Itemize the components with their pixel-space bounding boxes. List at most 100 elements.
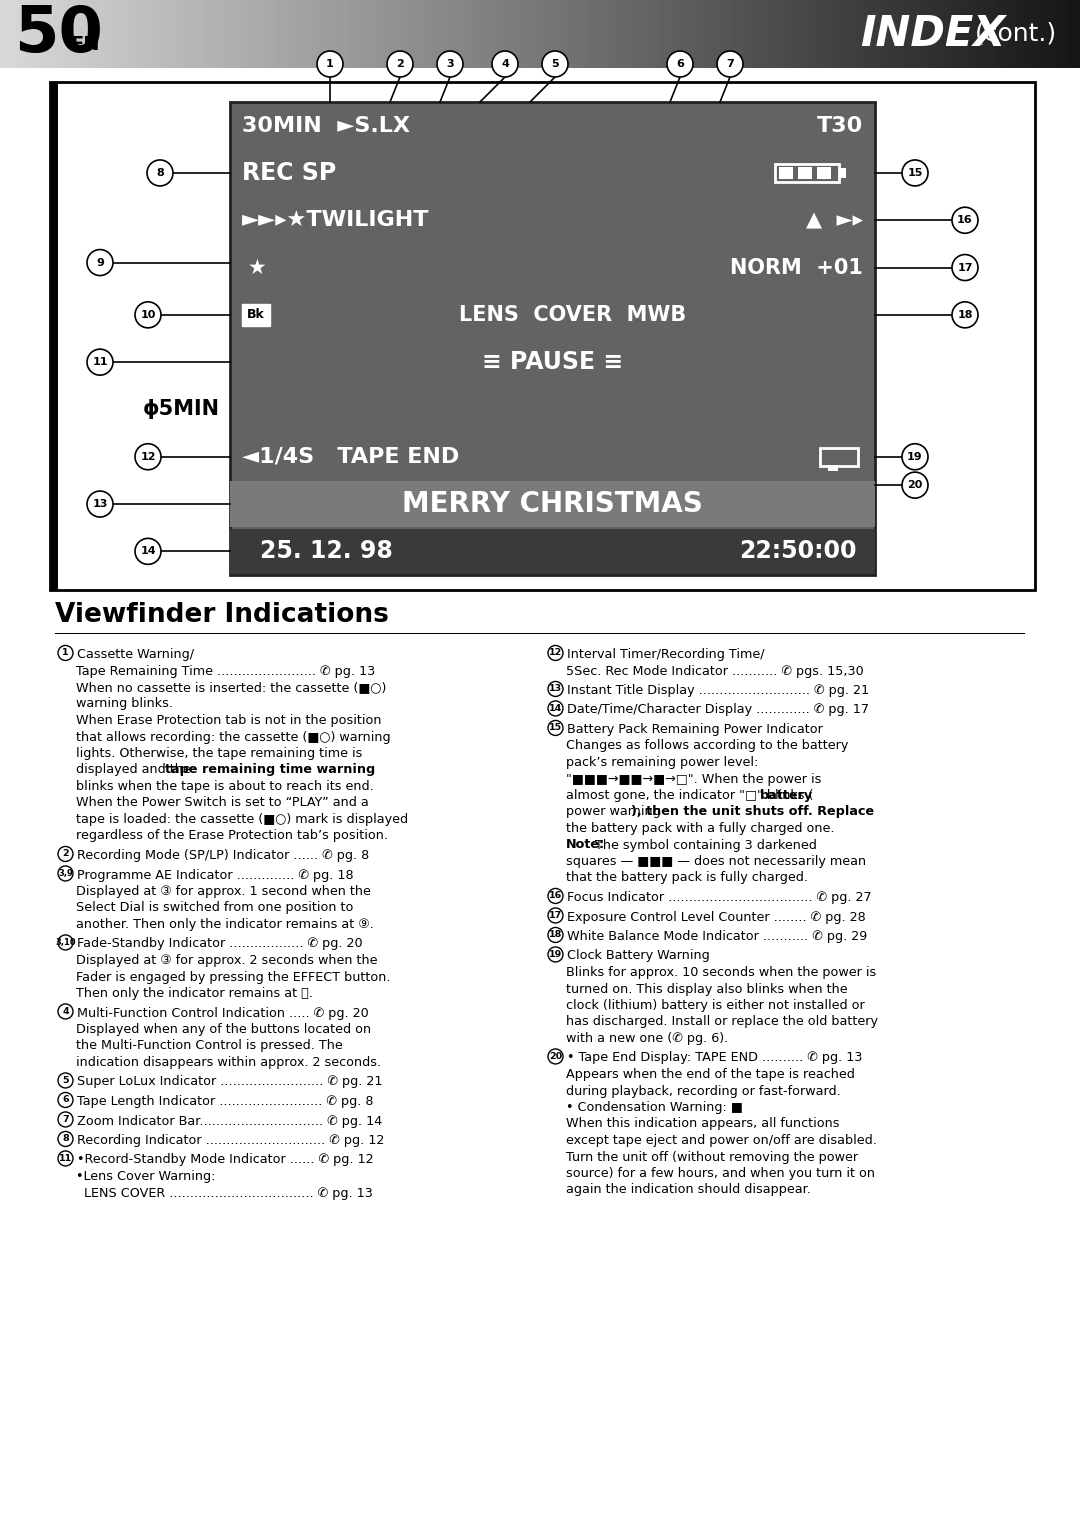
- Circle shape: [58, 846, 73, 862]
- Bar: [759, 0, 765, 67]
- Circle shape: [548, 721, 563, 736]
- Bar: [572, 0, 577, 67]
- Bar: [842, 0, 847, 67]
- Bar: [360, 0, 365, 67]
- Bar: [346, 0, 350, 67]
- Bar: [623, 0, 627, 67]
- Bar: [940, 0, 944, 67]
- Bar: [694, 0, 700, 67]
- Bar: [122, 0, 127, 67]
- Circle shape: [492, 51, 518, 77]
- Bar: [792, 0, 797, 67]
- Bar: [50, 81, 1035, 590]
- Bar: [630, 0, 635, 67]
- Bar: [83, 0, 87, 67]
- Bar: [435, 0, 441, 67]
- Text: Date/Time/Character Display ............. ✆ pg. 17: Date/Time/Character Display ............…: [567, 704, 869, 716]
- Text: Super LoLux Indicator ......................... ✆ pg. 21: Super LoLux Indicator ..................…: [77, 1076, 382, 1088]
- Bar: [86, 0, 91, 67]
- Bar: [961, 0, 966, 67]
- Text: Multi-Function Control Indication ..... ✆ pg. 20: Multi-Function Control Indication ..... …: [77, 1007, 368, 1019]
- Text: Zoom Indicator Bar.............................. ✆ pg. 14: Zoom Indicator Bar......................…: [77, 1114, 382, 1127]
- Circle shape: [58, 866, 73, 881]
- Text: LENS  COVER  MWB: LENS COVER MWB: [459, 305, 686, 325]
- Bar: [742, 0, 746, 67]
- Text: Fader is engaged by pressing the EFFECT button.: Fader is engaged by pressing the EFFECT …: [76, 970, 391, 984]
- Bar: [1023, 0, 1027, 67]
- Bar: [40, 0, 44, 67]
- Text: 4: 4: [501, 58, 509, 69]
- Bar: [392, 0, 397, 67]
- Circle shape: [548, 701, 563, 716]
- Bar: [904, 0, 908, 67]
- Bar: [921, 0, 927, 67]
- Bar: [14, 0, 19, 67]
- Text: clock (lithium) battery is either not installed or: clock (lithium) battery is either not in…: [566, 1000, 865, 1012]
- Bar: [767, 0, 771, 67]
- Circle shape: [548, 1049, 563, 1064]
- Bar: [640, 0, 646, 67]
- Text: squares — ■■■ — does not necessarily mean: squares — ■■■ — does not necessarily mea…: [566, 855, 866, 868]
- Bar: [295, 0, 300, 67]
- Bar: [8, 0, 12, 67]
- Bar: [25, 0, 30, 67]
- Bar: [608, 0, 613, 67]
- Text: Blinks for approx. 10 seconds when the power is: Blinks for approx. 10 seconds when the p…: [566, 966, 876, 980]
- Bar: [494, 0, 498, 67]
- Text: tape remaining time warning: tape remaining time warning: [165, 763, 376, 777]
- Text: Bk: Bk: [247, 308, 265, 322]
- Text: 17: 17: [957, 262, 973, 273]
- Text: LENS COVER ................................... ✆ pg. 13: LENS COVER .............................…: [76, 1187, 373, 1199]
- Bar: [677, 0, 681, 67]
- Text: 18: 18: [957, 310, 973, 320]
- Bar: [230, 481, 875, 527]
- Bar: [781, 0, 786, 67]
- Bar: [748, 0, 754, 67]
- Bar: [731, 0, 735, 67]
- Bar: [969, 0, 973, 67]
- Bar: [886, 0, 890, 67]
- Circle shape: [135, 538, 161, 564]
- Text: 4: 4: [63, 1007, 69, 1016]
- Bar: [187, 0, 192, 67]
- Bar: [302, 0, 307, 67]
- Text: Select Dial is switched from one position to: Select Dial is switched from one positio…: [76, 901, 353, 915]
- Bar: [846, 0, 851, 67]
- Circle shape: [87, 491, 113, 517]
- Bar: [907, 0, 912, 67]
- Bar: [861, 0, 865, 67]
- Text: 2: 2: [63, 849, 69, 858]
- Bar: [375, 0, 379, 67]
- Bar: [1004, 0, 1009, 67]
- Text: When the Power Switch is set to “PLAY” and a: When the Power Switch is set to “PLAY” a…: [76, 797, 368, 809]
- Text: Exposure Control Level Counter ........ ✆ pg. 28: Exposure Control Level Counter ........ …: [567, 911, 866, 923]
- Bar: [569, 0, 573, 67]
- Text: 8: 8: [157, 169, 164, 178]
- Text: • Tape End Display: TAPE END .......... ✆ pg. 13: • Tape End Display: TAPE END .......... …: [567, 1052, 863, 1064]
- Bar: [234, 0, 239, 67]
- Text: almost gone, the indicator "□" blinks (: almost gone, the indicator "□" blinks (: [566, 789, 813, 802]
- Bar: [518, 0, 523, 67]
- Text: ϕ5MIN: ϕ5MIN: [143, 400, 220, 420]
- Text: except tape eject and power on/off are disabled.: except tape eject and power on/off are d…: [566, 1134, 877, 1147]
- Text: the battery pack with a fully charged one.: the battery pack with a fully charged on…: [566, 822, 835, 835]
- Bar: [619, 0, 624, 67]
- Bar: [327, 0, 333, 67]
- Text: Tape Length Indicator ......................... ✆ pg. 8: Tape Length Indicator ..................…: [77, 1095, 374, 1108]
- Bar: [896, 0, 901, 67]
- Bar: [821, 0, 825, 67]
- Bar: [227, 0, 231, 67]
- Bar: [972, 0, 976, 67]
- Bar: [18, 0, 23, 67]
- Bar: [1026, 0, 1030, 67]
- Bar: [918, 0, 922, 67]
- Circle shape: [147, 159, 173, 185]
- Text: battery: battery: [759, 789, 813, 802]
- Bar: [288, 0, 293, 67]
- Text: 16: 16: [957, 215, 973, 225]
- Bar: [162, 0, 166, 67]
- Bar: [489, 0, 495, 67]
- Bar: [475, 0, 480, 67]
- Bar: [548, 0, 552, 67]
- Bar: [76, 0, 80, 67]
